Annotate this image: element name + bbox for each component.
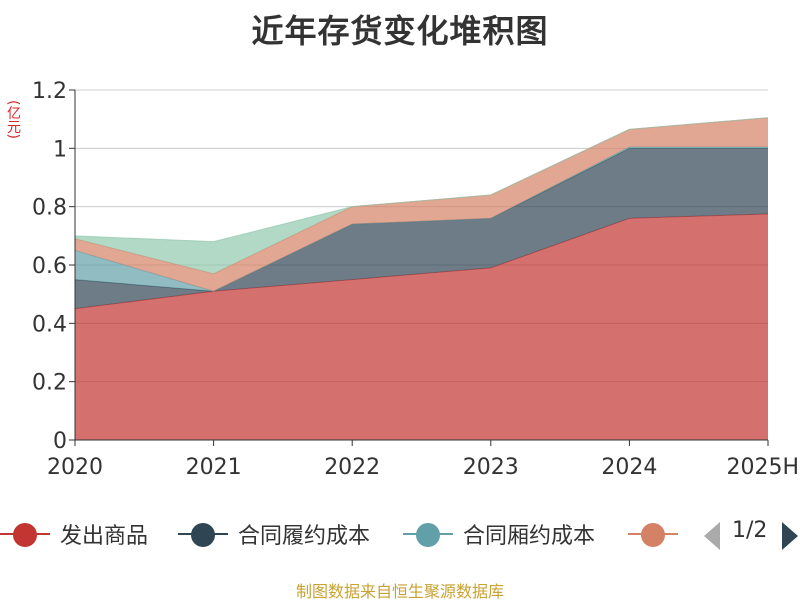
y-axis-unit: (亿元) <box>5 100 21 139</box>
legend-marker-1 <box>178 522 228 547</box>
legend-marker-0 <box>0 522 50 547</box>
y-tick-label-2: 0.4 <box>32 312 67 337</box>
x-tick-label-4: 2024 <box>601 455 657 480</box>
x-tick-label-1: 2021 <box>186 455 242 480</box>
y-tick-label-5: 1 <box>53 137 67 162</box>
legend-dot-0 <box>13 523 37 547</box>
legend-label-0: 发出商品 <box>60 524 149 549</box>
y-tick-label-4: 0.8 <box>32 196 67 221</box>
legend-dot-3 <box>641 523 665 547</box>
legend-dot-1 <box>191 523 215 547</box>
legend-item-3[interactable] <box>628 514 688 554</box>
legend-dot-2 <box>416 523 440 547</box>
x-tick-label-5: 2025H <box>726 455 799 480</box>
y-tick-label-3: 0.6 <box>32 254 67 279</box>
legend-marker-3 <box>628 522 678 547</box>
y-tick-label-0: 0 <box>53 429 67 454</box>
area-series-4 <box>75 117 768 274</box>
legend-item-0[interactable]: 发出商品 <box>0 514 148 554</box>
area-series-3 <box>75 117 768 292</box>
x-tick-label-0: 2020 <box>47 455 103 480</box>
legend: 发出商品 合同履约成本 合同厢约成本 1/2 <box>0 514 800 554</box>
legend-page-indicator: 1/2 <box>732 518 768 543</box>
legend-label-1: 合同履约成本 <box>238 524 371 549</box>
legend-item-2[interactable]: 合同厢约成本 <box>403 514 595 554</box>
legend-item-1[interactable]: 合同履约成本 <box>178 514 370 554</box>
area-series-0 <box>75 213 768 440</box>
y-tick-label-1: 0.2 <box>32 371 67 396</box>
chart-title: 近年存货变化堆积图 <box>251 12 549 50</box>
area-series-1 <box>75 148 768 309</box>
legend-label-2: 合同厢约成本 <box>463 524 596 549</box>
legend-marker-2 <box>403 522 453 547</box>
x-tick-label-3: 2023 <box>463 455 519 480</box>
x-tick-label-2: 2022 <box>324 455 380 480</box>
legend-prev-page-icon[interactable] <box>704 522 720 550</box>
area-line-4 <box>74 117 769 243</box>
area-series-2 <box>75 146 768 292</box>
data-source-note: 制图数据来自恒生聚源数据库 <box>295 582 504 601</box>
legend-next-page-icon[interactable] <box>782 522 798 550</box>
y-tick-label-6: 1.2 <box>32 79 67 104</box>
